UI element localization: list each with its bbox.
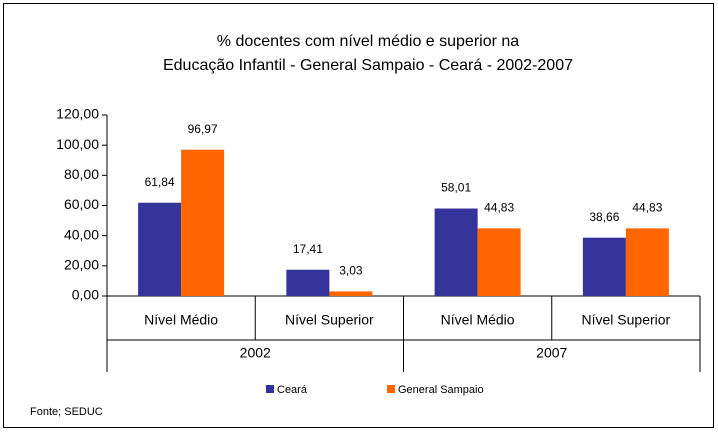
legend-label: General Sampaio <box>398 384 484 396</box>
bar <box>582 237 626 296</box>
bar <box>625 228 669 296</box>
y-tick-label: 100,00 <box>56 136 99 152</box>
group-label: 2002 <box>240 345 271 361</box>
value-label: 3,03 <box>339 264 363 278</box>
x-tick-label: Nível Médio <box>441 312 515 328</box>
bar <box>434 208 478 296</box>
y-tick-label: 80,00 <box>64 166 99 182</box>
value-label: 44,83 <box>484 201 514 215</box>
legend-swatch <box>387 385 395 393</box>
x-tick-label: Nível Superior <box>285 312 374 328</box>
y-tick-label: 40,00 <box>64 226 99 242</box>
chart-border <box>3 3 714 428</box>
y-tick-label: 60,00 <box>64 196 99 212</box>
value-label: 44,83 <box>632 201 662 215</box>
bar <box>477 228 521 296</box>
value-label: 17,41 <box>293 242 323 256</box>
value-label: 58,01 <box>441 181 471 195</box>
group-label: 2007 <box>536 345 567 361</box>
bar <box>181 149 225 296</box>
chart-title: Educação Infantil - General Sampaio - Ce… <box>163 57 573 74</box>
value-label: 96,97 <box>188 122 218 136</box>
source-note: Fonte; SEDUC <box>30 406 103 418</box>
chart-title: % docentes com nível médio e superior na <box>217 33 519 50</box>
x-tick-label: Nível Médio <box>144 312 218 328</box>
bar <box>138 202 182 296</box>
y-tick-label: 20,00 <box>64 257 99 273</box>
y-tick-label: 0,00 <box>72 287 99 303</box>
x-tick-label: Nível Superior <box>582 312 671 328</box>
bar <box>329 291 373 296</box>
legend-swatch <box>266 385 274 393</box>
value-label: 61,84 <box>145 175 175 189</box>
legend-label: Ceará <box>277 384 308 396</box>
bar <box>286 269 330 296</box>
value-label: 38,66 <box>589 210 619 224</box>
y-tick-label: 120,00 <box>56 106 99 122</box>
